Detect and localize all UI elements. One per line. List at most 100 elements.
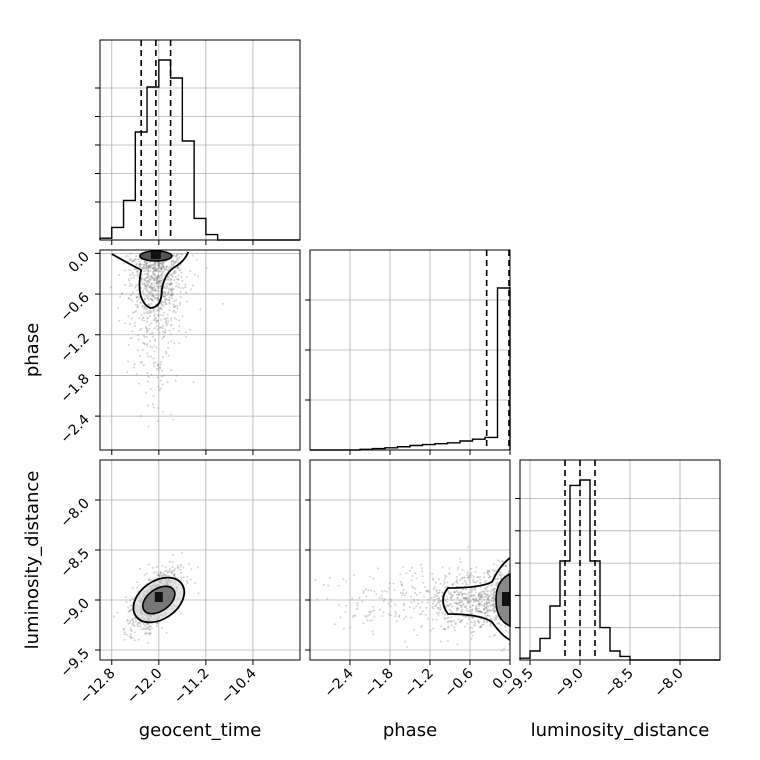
scatter-point bbox=[161, 337, 164, 340]
scatter-point bbox=[149, 631, 152, 634]
ld-x-label-3: −8.0 bbox=[651, 666, 686, 701]
scatter-point bbox=[371, 630, 374, 633]
scatter-point bbox=[408, 569, 411, 572]
scatter-point bbox=[478, 598, 481, 601]
scatter-point bbox=[453, 619, 456, 622]
scatter-point bbox=[364, 614, 367, 617]
scatter-point bbox=[159, 270, 162, 273]
scatter-point bbox=[480, 610, 483, 613]
ld-y-label-0: −9.5 bbox=[57, 646, 92, 681]
scatter-point bbox=[171, 259, 174, 262]
scatter-point bbox=[493, 569, 496, 572]
scatter-point bbox=[162, 327, 164, 330]
scatter-point bbox=[493, 591, 495, 593]
scatter-point bbox=[174, 260, 177, 263]
scatter-point bbox=[165, 631, 168, 634]
scatter-point bbox=[153, 295, 155, 298]
scatter-point bbox=[139, 263, 142, 266]
scatter-point bbox=[173, 573, 176, 575]
scatter-point bbox=[161, 279, 163, 282]
scatter-point bbox=[435, 597, 438, 600]
scatter-point bbox=[155, 325, 158, 328]
scatter-point bbox=[477, 618, 480, 621]
scatter-point bbox=[149, 264, 152, 267]
scatter-point bbox=[470, 591, 473, 594]
scatter-point bbox=[459, 579, 462, 582]
scatter-point bbox=[148, 291, 151, 294]
scatter-point bbox=[485, 587, 488, 590]
scatter-point bbox=[175, 299, 177, 302]
scatter-point bbox=[446, 617, 448, 620]
scatter-point bbox=[123, 627, 125, 630]
scatter-point bbox=[492, 603, 495, 606]
scatter-point bbox=[160, 369, 163, 372]
scatter-point bbox=[337, 584, 340, 587]
scatter-point bbox=[158, 265, 161, 268]
scatter-point bbox=[455, 593, 458, 596]
scatter-point bbox=[154, 265, 157, 268]
scatter-point bbox=[161, 267, 163, 270]
scatter-point bbox=[173, 305, 176, 308]
scatter-point bbox=[153, 350, 156, 353]
scatter-point bbox=[144, 285, 147, 288]
scatter-point bbox=[168, 301, 171, 304]
scatter-point bbox=[175, 254, 178, 257]
scatter-point bbox=[159, 327, 161, 329]
scatter-point bbox=[488, 570, 491, 572]
scatter-point bbox=[431, 605, 434, 608]
scatter-point bbox=[149, 275, 152, 278]
scatter-point bbox=[149, 265, 152, 268]
scatter-point bbox=[154, 297, 157, 300]
y-axis-label-phase: phase bbox=[22, 323, 43, 377]
scatter-point bbox=[150, 287, 153, 290]
scatter-point bbox=[154, 268, 157, 271]
scatter-point bbox=[480, 596, 483, 599]
scatter-point bbox=[138, 354, 141, 357]
scatter-point bbox=[147, 264, 150, 267]
scatter-point bbox=[436, 589, 438, 591]
scatter-point bbox=[489, 576, 492, 578]
scatter-point bbox=[493, 591, 496, 594]
scatter-point bbox=[136, 274, 139, 277]
scatter-point bbox=[450, 611, 453, 614]
scatter-point bbox=[466, 602, 469, 605]
scatter-point bbox=[173, 309, 175, 312]
scatter-point bbox=[172, 272, 175, 275]
scatter-point bbox=[448, 608, 451, 611]
scatter-point bbox=[156, 297, 159, 300]
scatter-point bbox=[139, 262, 142, 265]
scatter-point bbox=[485, 602, 488, 605]
scatter-point bbox=[145, 328, 148, 331]
scatter-point bbox=[480, 594, 483, 597]
scatter-point bbox=[344, 611, 347, 614]
scatter-point bbox=[160, 375, 163, 378]
scatter-point bbox=[134, 303, 137, 306]
scatter-point bbox=[139, 361, 142, 364]
scatter-point bbox=[468, 600, 471, 603]
scatter-point bbox=[178, 269, 181, 272]
scatter-point bbox=[504, 565, 507, 567]
scatter-point bbox=[154, 268, 157, 271]
scatter-point bbox=[168, 288, 170, 291]
scatter-point bbox=[497, 559, 500, 562]
scatter-point bbox=[181, 315, 184, 318]
scatter-point bbox=[149, 264, 151, 266]
scatter-point bbox=[143, 319, 146, 322]
scatter-point bbox=[156, 314, 159, 317]
scatter-point bbox=[362, 622, 365, 625]
scatter-point bbox=[461, 618, 464, 621]
scatter-point bbox=[457, 608, 460, 611]
scatter-point bbox=[473, 581, 476, 584]
scatter-point bbox=[322, 583, 325, 586]
scatter-point bbox=[135, 268, 138, 271]
scatter-point bbox=[495, 617, 497, 620]
scatter-point bbox=[507, 570, 510, 573]
scatter-point bbox=[165, 324, 168, 327]
scatter-point bbox=[148, 293, 151, 296]
scatter-point bbox=[156, 574, 159, 576]
scatter-point bbox=[478, 610, 481, 613]
scatter-point bbox=[163, 295, 166, 298]
scatter-point bbox=[179, 290, 182, 293]
scatter-point bbox=[159, 280, 162, 283]
scatter-point bbox=[474, 570, 477, 573]
